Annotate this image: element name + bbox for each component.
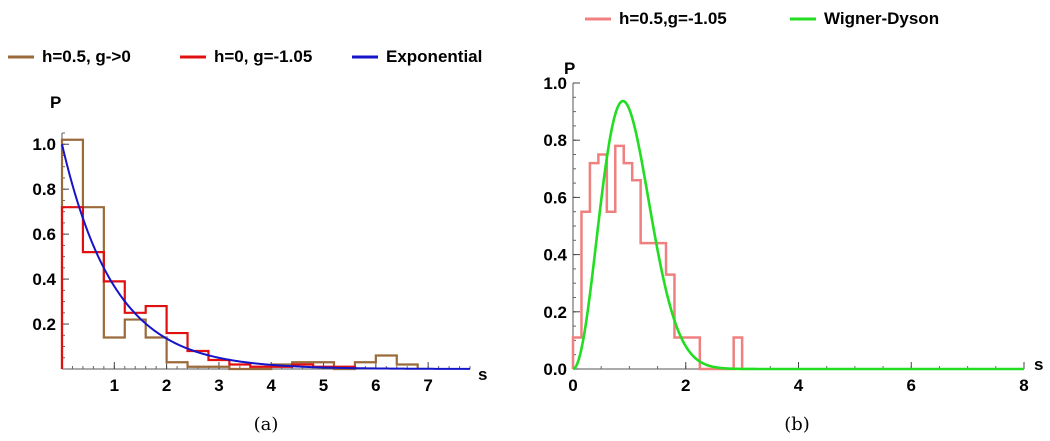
y-tick-label: 0.2 xyxy=(543,303,567,322)
y-axis-label: P xyxy=(50,93,61,112)
y-axis-label: P xyxy=(564,59,575,78)
x-tick-label: 4 xyxy=(794,376,804,395)
x-tick-label: 2 xyxy=(681,376,690,395)
y-tick-label: 1.0 xyxy=(32,135,56,154)
curve-series-1 xyxy=(572,99,1024,371)
y-tick-label: 0.0 xyxy=(543,360,567,379)
histogram-series-0 xyxy=(60,138,419,371)
curve-series-2 xyxy=(61,144,470,370)
legend-entry-label: Wigner-Dyson xyxy=(824,9,939,28)
x-tick-label: 2 xyxy=(162,376,171,395)
x-tick-label: 4 xyxy=(266,376,276,395)
legend-entry-label: Exponential xyxy=(386,47,482,66)
legend-entry-label: h=0, g=-1.05 xyxy=(214,47,312,66)
panel-caption: (b) xyxy=(784,414,810,435)
x-tick-label: 1 xyxy=(110,376,119,395)
x-tick-label: 5 xyxy=(319,376,328,395)
y-tick-label: 0.6 xyxy=(32,225,56,244)
x-tick-label: 3 xyxy=(214,376,223,395)
x-axis-label: s xyxy=(1034,355,1043,374)
x-tick-label: 6 xyxy=(907,376,916,395)
x-tick-label: 6 xyxy=(371,376,380,395)
panel-b: 0 2 4 6 8 0.0 0.2 0.4 0.6 0.8 1.0Ps h=0.5,g=-1.05 Wi… xyxy=(543,9,1043,435)
histogram-series-0 xyxy=(571,144,744,371)
legend-entry-label: h=0.5, g->0 xyxy=(42,47,131,66)
y-tick-label: 0.6 xyxy=(543,188,567,207)
histogram-series-1 xyxy=(60,206,357,369)
y-tick-label: 1.0 xyxy=(543,74,567,93)
y-tick-label: 0.2 xyxy=(32,315,56,334)
panel-a: 1 2 3 4 5 6 7 0.2 0.4 0.6 0.8 1.0 Ps h=0.5, g->0 h=0, … xyxy=(8,47,487,435)
x-tick-label: 8 xyxy=(1019,376,1028,395)
y-tick-label: 0.8 xyxy=(543,131,567,150)
y-tick-label: 0.4 xyxy=(32,270,56,289)
x-tick-label: 7 xyxy=(423,376,432,395)
y-tick-label: 0.4 xyxy=(543,246,567,265)
x-axis-label: s xyxy=(478,365,487,384)
legend-entry-label: h=0.5,g=-1.05 xyxy=(619,9,727,28)
y-tick-label: 0.8 xyxy=(32,180,56,199)
panel-caption: (a) xyxy=(254,414,279,435)
x-tick-label: 0 xyxy=(568,376,577,395)
